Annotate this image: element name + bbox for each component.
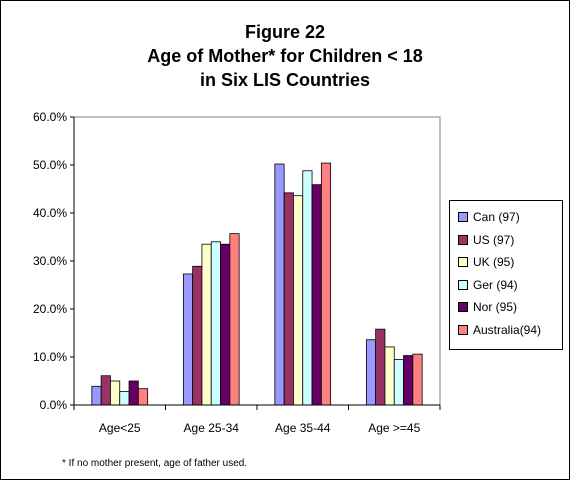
- legend-swatch: [458, 279, 468, 290]
- bar: [365, 339, 377, 406]
- bar: [293, 195, 304, 406]
- bar: [128, 380, 139, 406]
- legend-label: Can (97): [473, 210, 520, 224]
- bar: [119, 391, 130, 406]
- legend-label: Ger (94): [473, 277, 518, 292]
- bar: [229, 233, 240, 406]
- bar: [274, 163, 285, 406]
- bar: [302, 170, 313, 406]
- y-tick-label: 0.0%: [40, 398, 68, 412]
- y-tick-label: 10.0%: [33, 350, 67, 364]
- legend-item: UK (95): [458, 254, 514, 270]
- legend-label: UK (95): [473, 255, 515, 269]
- chart-title-line-3: in Six LIS Countries: [199, 70, 371, 90]
- legend-label: US (97): [473, 232, 515, 247]
- legend-item: US (97): [458, 232, 514, 248]
- bar: [283, 192, 294, 406]
- x-tick-label: Age 25-34: [184, 421, 240, 435]
- x-tick-label: Age 35-44: [275, 421, 331, 435]
- bar: [320, 162, 332, 406]
- bar: [210, 241, 221, 406]
- legend-item: Can (97): [458, 209, 520, 225]
- legend-item: Nor (95): [458, 299, 517, 315]
- legend-swatch: [458, 302, 468, 312]
- bar: [192, 265, 203, 406]
- x-tick-label: Age<25: [99, 421, 141, 435]
- bar: [375, 328, 386, 406]
- y-tick-label: 20.0%: [33, 302, 67, 316]
- y-tick-label: 60.0%: [33, 110, 67, 124]
- bar: [403, 355, 414, 406]
- legend-swatch: [458, 234, 468, 245]
- y-tick-label: 40.0%: [33, 206, 67, 220]
- bar: [100, 375, 111, 406]
- footnote: * If no mother present, age of father us…: [62, 458, 248, 469]
- bar: [220, 243, 231, 406]
- y-tick-label: 50.0%: [33, 158, 67, 172]
- legend: Can (97) US (97) UK (95) Ger (94) Nor (95) Au…: [449, 200, 563, 350]
- legend-swatch: [458, 324, 468, 335]
- legend-item: Ger (94): [458, 277, 518, 293]
- bar: [182, 273, 194, 406]
- bar: [311, 184, 322, 406]
- chart-title-line-1: Figure 22: [244, 22, 326, 42]
- bar: [412, 353, 423, 406]
- chart-title-line-2: Age of Mother* for Children < 18: [147, 46, 423, 66]
- x-tick-label: Age >=45: [368, 421, 420, 435]
- bar: [384, 346, 395, 406]
- legend-label: Australia(94): [473, 322, 542, 337]
- bar: [110, 380, 121, 406]
- bar: [137, 388, 149, 406]
- legend-item: Australia(94): [458, 322, 541, 338]
- legend-swatch: [458, 212, 468, 222]
- legend-label: Nor (95): [473, 300, 518, 314]
- bar: [393, 358, 404, 406]
- bar: [91, 385, 102, 406]
- legend-swatch: [458, 257, 468, 267]
- y-tick-label: 30.0%: [33, 254, 67, 268]
- bar: [201, 243, 212, 406]
